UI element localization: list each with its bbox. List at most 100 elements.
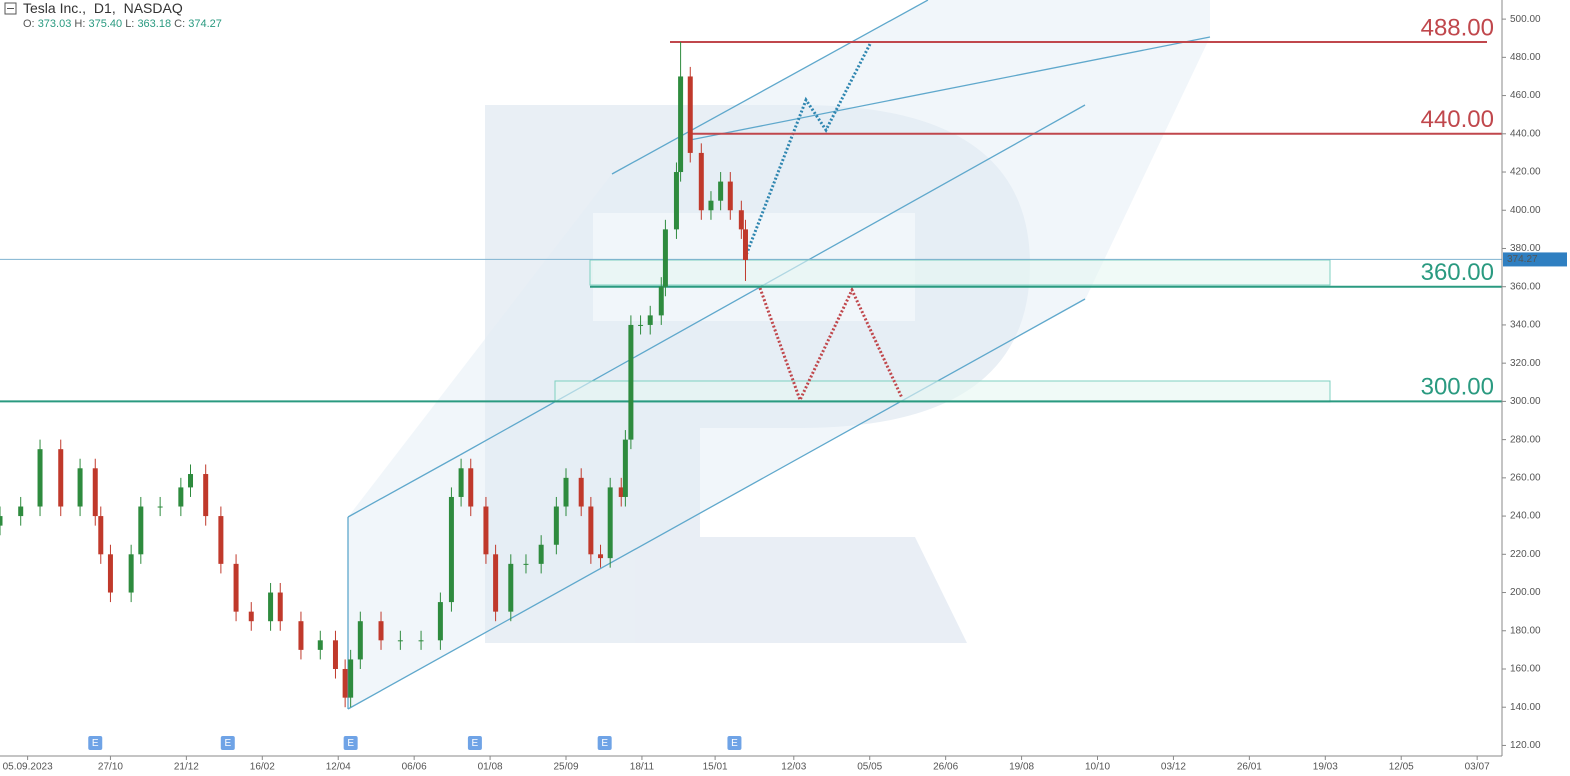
candle-body — [188, 474, 194, 488]
candle-body — [342, 668, 348, 698]
candle-body — [618, 487, 624, 497]
x-tick-label: 03/12 — [1161, 762, 1186, 773]
plot: 488.00 440.00 360.00 300.00 E E E E E E — [0, 14, 1502, 750]
forecast-up — [743, 43, 872, 259]
candle-body — [18, 506, 24, 517]
zone — [589, 259, 1331, 286]
candle-body — [553, 506, 559, 545]
candle-body — [178, 487, 184, 507]
h-value: 375.40 — [88, 18, 122, 30]
x-tick-label: 03/07 — [1465, 762, 1490, 773]
h-label: H: — [74, 18, 85, 30]
x-tick-label: 05/05 — [857, 762, 882, 773]
candle-body — [298, 621, 304, 650]
y-tick-label: 320.00 — [1510, 358, 1541, 369]
y-tick-label: 180.00 — [1510, 625, 1541, 636]
candle-body — [458, 468, 464, 497]
candle-body — [493, 554, 499, 612]
event-label: E — [92, 738, 99, 749]
candle-body — [357, 621, 363, 660]
y-tick-label: 120.00 — [1510, 740, 1541, 751]
c-label: C: — [174, 18, 185, 30]
y-tick-label: 160.00 — [1510, 664, 1541, 675]
x-tick-label: 12/05 — [1389, 762, 1414, 773]
x-tick-label: 10/10 — [1085, 762, 1110, 773]
x-tick-label: 12/03 — [781, 762, 806, 773]
candle-body — [647, 315, 653, 325]
exchange: NASDAQ — [124, 0, 183, 16]
candle-body — [687, 76, 693, 153]
candle-body — [708, 200, 714, 211]
candle-body — [58, 449, 64, 507]
y-tick-label: 480.00 — [1510, 52, 1541, 63]
candle-body — [658, 286, 664, 316]
y-tick-label: 380.00 — [1510, 243, 1541, 254]
y-tick-label: 340.00 — [1510, 320, 1541, 331]
x-tick-label: 15/01 — [703, 762, 728, 773]
event-label: E — [347, 738, 354, 749]
x-tick-label: 21/12 — [174, 762, 199, 773]
axes: 120.00 140.00 160.00 180.00 200.00 220.00 240.… — [3, 14, 1567, 773]
y-tick-label: 420.00 — [1510, 167, 1541, 178]
collapse-icon[interactable] — [4, 2, 17, 15]
x-tick-label: 12/04 — [326, 762, 351, 773]
x-tick-label: 27/10 — [98, 762, 123, 773]
x-tick-label: 19/08 — [1009, 762, 1034, 773]
candle-body — [638, 324, 644, 326]
y-axis-bg — [1502, 0, 1570, 776]
candle-body — [218, 516, 224, 564]
x-tick-label: 16/02 — [250, 762, 275, 773]
candle-body — [588, 506, 594, 555]
candle-body — [157, 506, 163, 508]
candle-body — [107, 554, 113, 593]
l-label: L: — [125, 18, 134, 30]
x-tick-label: 25/09 — [553, 762, 578, 773]
ohlc: O: 373.03 H: 375.40 L: 363.18 C: 374.27 — [23, 18, 222, 30]
last-price-tag — [1503, 252, 1567, 267]
candle-body — [378, 621, 384, 641]
x-tick-label: 01/08 — [478, 762, 503, 773]
candle-body — [538, 544, 544, 564]
y-tick-label: 220.00 — [1510, 549, 1541, 560]
candle-body — [268, 592, 274, 622]
event-marker — [88, 736, 103, 750]
event-marker — [727, 736, 742, 750]
level-label: 300.00 — [1421, 374, 1494, 401]
candle-body — [607, 487, 613, 559]
candle-body — [448, 496, 454, 603]
level-label: 360.00 — [1421, 259, 1494, 286]
y-tick-label: 200.00 — [1510, 587, 1541, 598]
y-tick-label: 280.00 — [1510, 434, 1541, 445]
candle-body — [598, 554, 604, 559]
candle-body — [317, 640, 323, 650]
y-tick-label: 400.00 — [1510, 205, 1541, 216]
candle-body — [742, 229, 748, 260]
candle-body — [77, 468, 83, 507]
header: Tesla Inc., D1, NASDAQ — [23, 0, 183, 16]
y-tick-label: 140.00 — [1510, 702, 1541, 713]
candle-body — [738, 210, 744, 230]
candle-body — [348, 659, 354, 698]
event-label: E — [224, 738, 231, 749]
x-tick-label: 05.09.2023 — [3, 762, 53, 773]
candle-body — [483, 506, 489, 555]
candle-body — [628, 324, 634, 440]
y-tick-label: 300.00 — [1510, 396, 1541, 407]
event-marker — [343, 736, 358, 750]
candle-body — [578, 477, 584, 507]
candle-body — [128, 554, 134, 593]
o-value: 373.03 — [38, 18, 72, 30]
event-marker — [220, 736, 235, 750]
y-tick-label: 460.00 — [1510, 90, 1541, 101]
y-tick-label: 260.00 — [1510, 472, 1541, 483]
event-label: E — [472, 738, 479, 749]
candle-body — [622, 439, 628, 497]
y-tick-label: 440.00 — [1510, 128, 1541, 139]
interval: D1, — [94, 0, 116, 16]
l-value: 363.18 — [137, 18, 171, 30]
candle-body — [203, 474, 209, 517]
channel-fill — [348, 0, 1210, 709]
level-label: 488.00 — [1421, 14, 1494, 41]
candle-body — [678, 76, 684, 173]
